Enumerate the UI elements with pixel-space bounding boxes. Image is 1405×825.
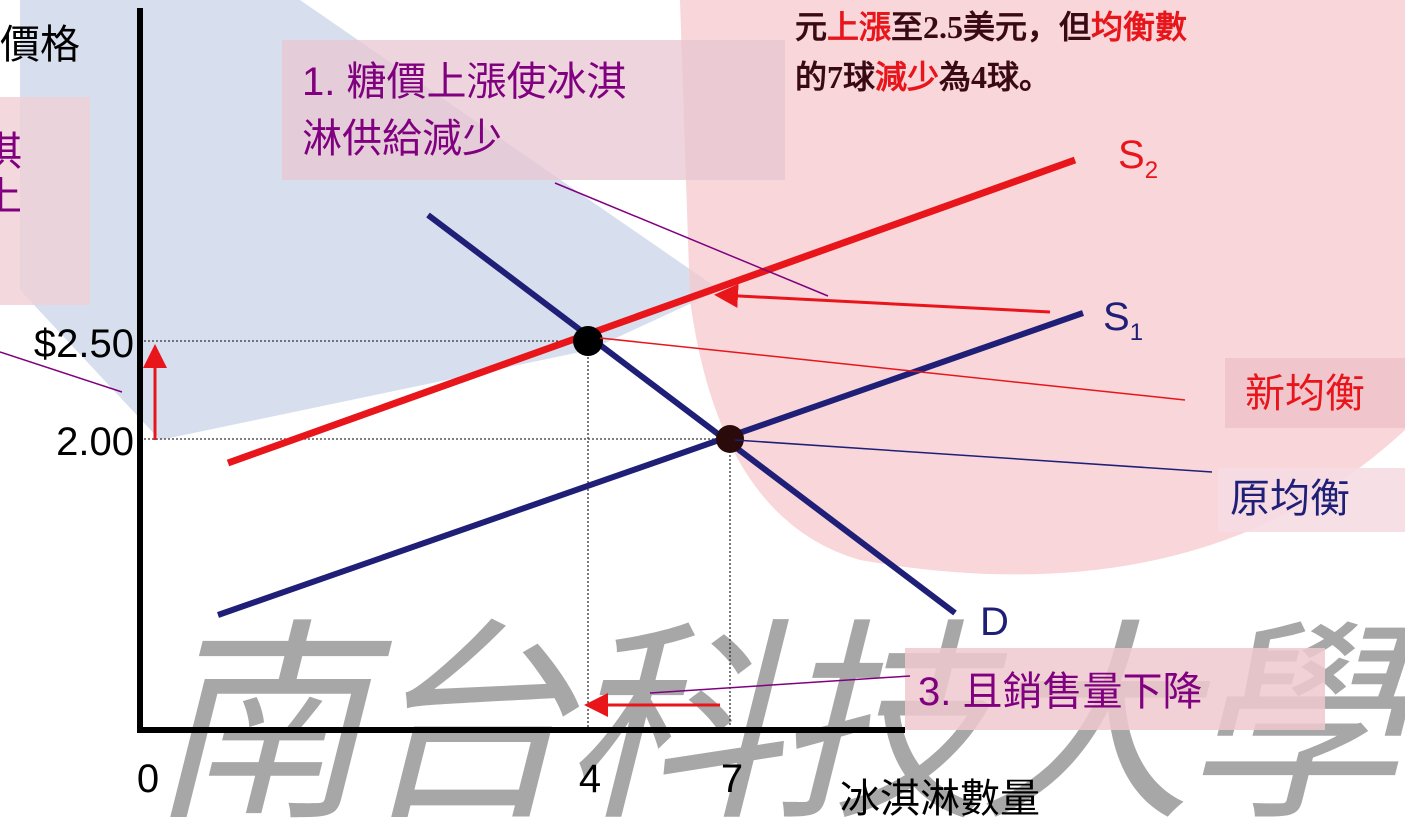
y-tick-label: 2.00 [56, 420, 134, 464]
x-tick-label: 7 [721, 757, 743, 801]
s1-letter: S [1103, 295, 1130, 339]
origin-label: 0 [137, 757, 159, 801]
step1-line2: 淋供給減少 [302, 117, 502, 161]
d-label: D [980, 600, 1009, 644]
step2-fragment: 上 [0, 175, 22, 219]
step3-text: 且銷售量下降 [951, 670, 1202, 714]
new-eq-label: 新均衡 [1245, 372, 1365, 416]
step3-number: 3. [918, 670, 951, 714]
new-equilibrium-point [573, 326, 603, 356]
s1-sub: 1 [1130, 319, 1143, 346]
y-tick-label: $2.50 [34, 322, 134, 366]
x-axis-label: 冰淇淋數量 [840, 777, 1040, 821]
note-seg: 減少 [875, 59, 939, 95]
note-line1: 元上漲至2.5美元，但均衡數 [795, 9, 1187, 45]
s2-sub: 2 [1145, 157, 1158, 184]
note-seg: 的7球 [795, 59, 876, 95]
note-seg: 元 [795, 9, 827, 45]
x-tick-label: 4 [579, 757, 601, 801]
slide: 南台科技大學 價格 冰淇淋數量 0 4 7 $2.50 2.00 S2 S1 D… [0, 0, 1405, 825]
old-equilibrium-point [716, 425, 744, 453]
note-seg: 均衡數 [1091, 9, 1187, 45]
step1-line1: 1. 糖價上漲使冰淇 [302, 60, 626, 104]
note-line2: 的7球減少為4球。 [795, 59, 1051, 95]
old-eq-label: 原均衡 [1230, 477, 1350, 521]
note-seg: 上漲 [827, 9, 891, 45]
s2-letter: S [1118, 133, 1145, 177]
step3-label: 3. 且銷售量下降 [918, 670, 1202, 714]
note-seg: 為4球。 [939, 59, 1051, 95]
y-axis-label: 價格 [0, 23, 80, 67]
step2-fragment: 淇 [0, 130, 22, 174]
note-seg: 至2.5美元，但 [891, 9, 1091, 45]
